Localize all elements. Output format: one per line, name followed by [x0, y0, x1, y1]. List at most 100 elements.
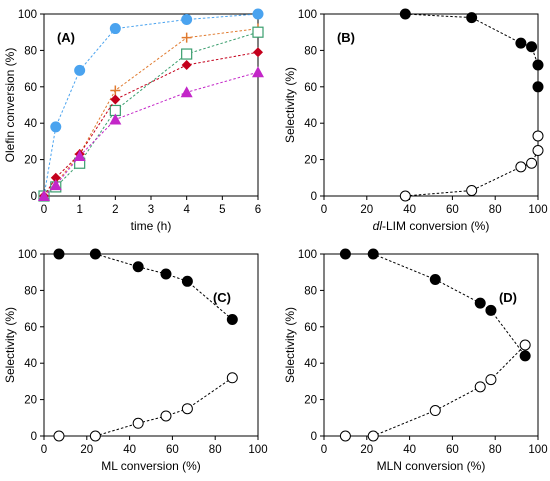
y-tick-label: 20: [304, 155, 317, 167]
x-tick-label: 1: [76, 204, 82, 216]
x-tick-label: 3: [148, 204, 154, 216]
x-tick-label: 0: [41, 444, 47, 456]
y-tick-label: 60: [304, 82, 317, 94]
data-point: [532, 130, 544, 142]
y-tick-label: 100: [18, 249, 37, 261]
x-axis-label-rest: -LIM conversion (%): [382, 219, 489, 233]
x-tick-label: 20: [80, 444, 93, 456]
data-point: [226, 372, 238, 384]
y-tick-label: 20: [24, 395, 37, 407]
series-line: [59, 253, 233, 320]
data-point: [181, 13, 193, 25]
series-line: [43, 31, 259, 197]
y-tick-label: 80: [304, 285, 317, 297]
data-point: [429, 405, 441, 417]
y-tick-label: 80: [24, 45, 37, 57]
data-point: [474, 381, 486, 393]
data-point: [367, 248, 379, 260]
y-tick-label: 80: [24, 285, 37, 297]
x-tick-label: 40: [123, 444, 136, 456]
series-2: [399, 130, 544, 202]
series-2: [339, 339, 531, 442]
y-tick-label: 100: [298, 249, 317, 261]
x-tick-label: 80: [489, 204, 502, 216]
series-2: [53, 372, 238, 442]
data-point: [49, 179, 62, 191]
x-tick-label: 6: [255, 204, 261, 216]
series-line: [405, 13, 539, 87]
panel-label: (D): [499, 290, 517, 305]
plot-frame: [43, 253, 259, 437]
chart-panel-2: 0 20 40 60 80 100 0 20 40 60 80 100 dl-LIM conversio…: [283, 8, 548, 233]
y-tick-label: 100: [18, 9, 37, 21]
series-5: [38, 66, 264, 201]
panel-label: (B): [337, 30, 355, 45]
y-tick-label: 20: [304, 395, 317, 407]
panel-label: (A): [57, 30, 75, 45]
data-point: [109, 113, 122, 125]
chart-panel-4: 0 20 40 60 80 100 0 20 40 60 80 100 MLN conversion (…: [283, 248, 548, 473]
data-point: [73, 149, 86, 161]
x-axis-label-italic: dl: [373, 219, 383, 233]
x-axis-label: dl-LIM conversion (%): [373, 219, 490, 233]
y-tick-label: 60: [24, 82, 37, 94]
x-tick-label: 20: [360, 204, 373, 216]
x-tick-label: 40: [403, 204, 416, 216]
y-tick-label: 0: [31, 191, 37, 203]
data-point: [132, 417, 144, 429]
x-tick-label: 5: [219, 204, 225, 216]
y-tick-label: 40: [24, 118, 37, 130]
data-point: [485, 374, 497, 386]
data-point: [252, 66, 264, 78]
data-point: [181, 59, 192, 70]
x-tick-label: 60: [446, 204, 459, 216]
data-point: [252, 26, 264, 38]
x-tick-label: 100: [528, 444, 547, 456]
data-point: [110, 85, 121, 96]
series-1: [53, 248, 238, 326]
x-tick-label: 100: [528, 204, 547, 216]
data-point: [466, 185, 478, 197]
y-axis-label: Selectivity (%): [3, 307, 17, 383]
x-tick-label: 100: [248, 444, 267, 456]
data-point: [526, 157, 538, 169]
data-point: [253, 47, 263, 58]
series-2: [39, 23, 263, 201]
data-point: [532, 145, 544, 156]
x-axis-label: ML conversion (%): [101, 459, 201, 473]
y-axis-label: Olefin conversion (%): [3, 48, 17, 163]
x-tick-label: 60: [446, 444, 459, 456]
x-axis-label: time (h): [131, 219, 172, 233]
y-tick-label: 40: [304, 118, 317, 130]
data-point: [429, 273, 441, 285]
data-point: [160, 410, 172, 422]
data-point: [252, 8, 264, 20]
data-point: [89, 430, 101, 442]
y-tick-label: 40: [304, 358, 317, 370]
y-tick-label: 60: [24, 322, 37, 334]
series-line: [59, 377, 233, 437]
data-point: [399, 190, 411, 202]
data-point: [132, 261, 144, 273]
y-tick-label: 0: [311, 191, 317, 203]
plot-frame: [323, 13, 539, 197]
data-point: [160, 268, 172, 280]
data-point: [526, 41, 538, 53]
x-tick-label: 40: [403, 444, 416, 456]
data-point: [181, 403, 193, 415]
x-tick-label: 0: [321, 204, 327, 216]
data-point: [339, 248, 351, 260]
data-point: [181, 32, 192, 43]
panel-label: (C): [213, 290, 231, 305]
series-4: [39, 47, 263, 201]
data-point: [367, 430, 379, 442]
x-tick-label: 2: [112, 204, 118, 216]
data-point: [38, 190, 50, 201]
data-point: [181, 48, 193, 60]
data-point: [180, 86, 193, 98]
y-tick-label: 80: [304, 45, 317, 57]
series-1: [399, 8, 544, 93]
data-point: [53, 430, 65, 442]
data-point: [485, 304, 497, 316]
